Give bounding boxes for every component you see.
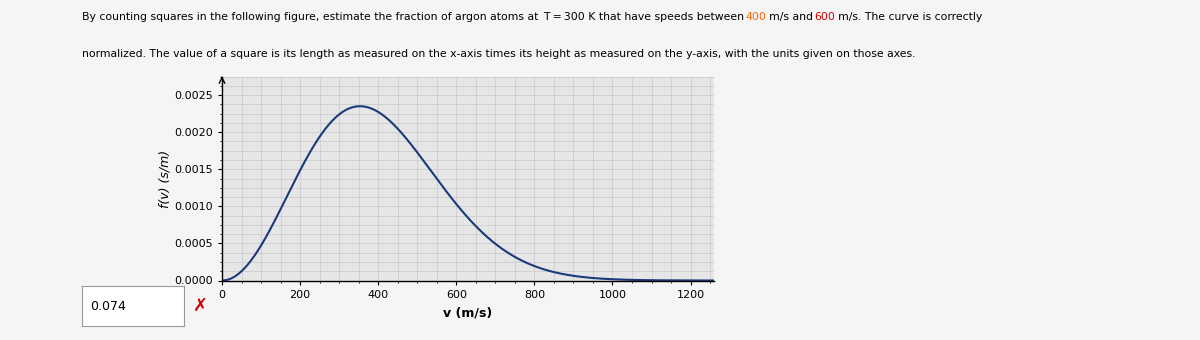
Text: ✗: ✗ — [193, 297, 209, 315]
Text: 600: 600 — [815, 12, 835, 22]
Text: normalized. The value of a square is its length as measured on the x-axis times : normalized. The value of a square is its… — [82, 49, 916, 59]
Text: 0.074: 0.074 — [90, 300, 126, 312]
Y-axis label: f(v) (s/m): f(v) (s/m) — [158, 150, 172, 207]
Text: By counting squares in the following figure, estimate the fraction of argon atom: By counting squares in the following fig… — [82, 12, 745, 22]
X-axis label: v (m/s): v (m/s) — [443, 306, 493, 320]
Text: 400: 400 — [745, 12, 767, 22]
Text: m/s and: m/s and — [767, 12, 815, 22]
Text: m/s. The curve is correctly: m/s. The curve is correctly — [835, 12, 982, 22]
